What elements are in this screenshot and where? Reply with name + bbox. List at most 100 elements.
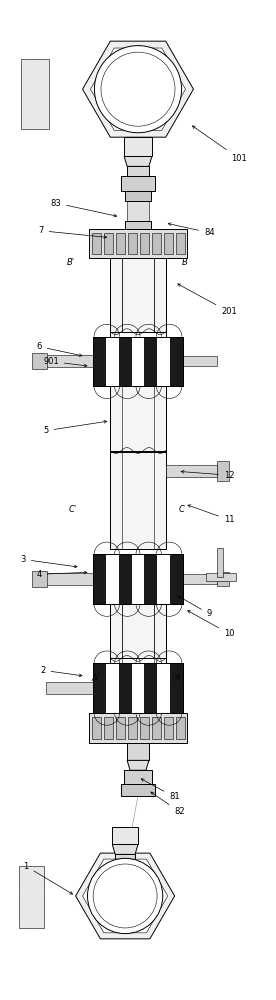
Bar xyxy=(170,663,182,713)
Bar xyxy=(144,663,157,713)
Text: 1: 1 xyxy=(23,862,73,894)
Bar xyxy=(127,743,149,760)
Bar xyxy=(176,717,185,739)
Bar xyxy=(110,386,166,451)
Polygon shape xyxy=(127,760,149,770)
Bar xyxy=(94,337,182,386)
Bar xyxy=(125,221,151,229)
Bar xyxy=(152,233,161,254)
Bar xyxy=(94,337,106,386)
Text: 901: 901 xyxy=(43,357,87,367)
Bar xyxy=(164,233,173,254)
Bar xyxy=(132,337,144,386)
Bar xyxy=(94,663,106,713)
Bar xyxy=(106,663,119,713)
Polygon shape xyxy=(83,41,193,137)
Text: B': B' xyxy=(67,258,75,267)
Text: 3: 3 xyxy=(20,555,77,568)
Text: 6: 6 xyxy=(36,342,82,356)
Bar xyxy=(132,663,144,713)
Bar xyxy=(157,663,170,713)
Polygon shape xyxy=(112,844,138,854)
Bar xyxy=(182,574,217,584)
Bar xyxy=(119,554,132,604)
Bar xyxy=(140,233,149,254)
Bar xyxy=(182,356,217,366)
Bar xyxy=(21,59,49,129)
Text: 7: 7 xyxy=(38,226,107,238)
Bar xyxy=(110,452,166,549)
Bar xyxy=(217,572,229,586)
Bar xyxy=(106,554,119,604)
Bar xyxy=(115,854,135,864)
Bar xyxy=(157,337,170,386)
Bar xyxy=(116,233,125,254)
Bar xyxy=(157,554,170,604)
Text: 12: 12 xyxy=(181,470,234,480)
Bar xyxy=(128,233,137,254)
Bar xyxy=(127,166,149,176)
Text: C': C' xyxy=(69,505,77,514)
Bar xyxy=(112,827,138,844)
Bar xyxy=(125,191,151,201)
Bar xyxy=(176,233,185,254)
Bar xyxy=(46,355,94,367)
Bar xyxy=(121,784,155,796)
Text: 2: 2 xyxy=(40,666,82,677)
Text: B: B xyxy=(182,258,187,267)
Text: 101: 101 xyxy=(192,126,247,163)
Bar xyxy=(128,717,137,739)
Text: 81: 81 xyxy=(141,779,180,801)
Bar xyxy=(217,461,229,481)
Polygon shape xyxy=(83,859,168,933)
Text: C: C xyxy=(179,505,184,514)
Bar xyxy=(166,465,217,477)
Bar xyxy=(92,233,101,254)
Bar xyxy=(89,229,187,258)
Bar xyxy=(94,554,106,604)
Text: 10: 10 xyxy=(188,611,234,638)
Circle shape xyxy=(87,858,163,934)
Bar xyxy=(206,573,236,581)
Bar xyxy=(217,548,223,577)
Bar xyxy=(46,682,94,694)
Text: 4: 4 xyxy=(36,570,87,579)
Bar xyxy=(119,663,132,713)
Bar xyxy=(164,717,173,739)
Bar xyxy=(46,573,94,585)
Bar xyxy=(121,176,155,191)
Bar xyxy=(152,717,161,739)
Text: 84: 84 xyxy=(168,223,214,237)
Text: 11: 11 xyxy=(188,505,234,524)
Bar xyxy=(140,717,149,739)
Bar xyxy=(170,337,182,386)
Text: 201: 201 xyxy=(178,284,237,316)
Bar xyxy=(106,337,119,386)
Bar xyxy=(144,337,157,386)
Bar xyxy=(104,717,113,739)
Bar xyxy=(104,233,113,254)
Circle shape xyxy=(93,864,157,928)
Bar xyxy=(144,554,157,604)
Bar xyxy=(119,337,132,386)
Bar xyxy=(124,137,152,156)
Bar xyxy=(127,201,149,221)
Bar xyxy=(32,353,47,369)
Bar xyxy=(110,258,166,332)
Bar xyxy=(32,571,47,587)
Bar xyxy=(170,554,182,604)
Bar xyxy=(94,663,182,713)
Bar xyxy=(19,866,44,928)
Polygon shape xyxy=(76,853,175,939)
Bar xyxy=(132,554,144,604)
Bar xyxy=(89,713,187,743)
Bar xyxy=(94,554,182,604)
Bar xyxy=(94,663,182,713)
Bar xyxy=(124,770,152,784)
Polygon shape xyxy=(91,48,185,130)
Bar xyxy=(116,717,125,739)
Bar xyxy=(94,554,182,604)
Circle shape xyxy=(101,52,175,126)
Bar xyxy=(92,717,101,739)
Text: A: A xyxy=(175,674,181,683)
